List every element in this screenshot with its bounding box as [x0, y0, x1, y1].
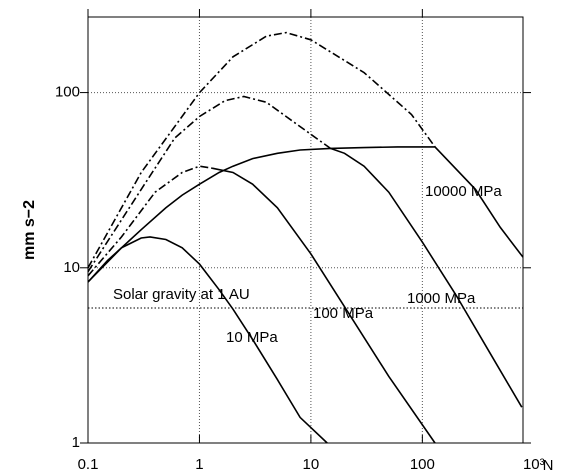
line — [330, 147, 523, 408]
x-axis-label: N — [543, 457, 554, 474]
x-tick-label: 0.1 — [78, 456, 99, 473]
line — [87, 95, 331, 273]
line — [211, 167, 436, 444]
curve-label: 100 MPa — [313, 305, 374, 322]
y-tick-label: 1 — [72, 434, 80, 451]
curve-label: 1000 MPa — [407, 290, 476, 307]
y-tick-label: 10 — [63, 259, 80, 276]
y-axis-label: mm s−2 — [21, 200, 38, 260]
x-tick-label: 100 — [410, 456, 435, 473]
curve-label: 10 MPa — [226, 329, 278, 346]
y-tick-label: 100 — [55, 84, 80, 101]
reference-label: Solar gravity at 1 AU — [113, 286, 250, 303]
line — [87, 165, 213, 277]
x-tick-label: 1 — [195, 456, 203, 473]
curve-label: 10000 MPa — [425, 183, 502, 200]
x-tick-label: 10 — [303, 456, 320, 473]
line — [87, 146, 524, 283]
plot-frame — [87, 16, 524, 444]
line — [87, 236, 328, 444]
line — [87, 31, 436, 269]
x-tick-label: 10³ — [523, 456, 545, 473]
